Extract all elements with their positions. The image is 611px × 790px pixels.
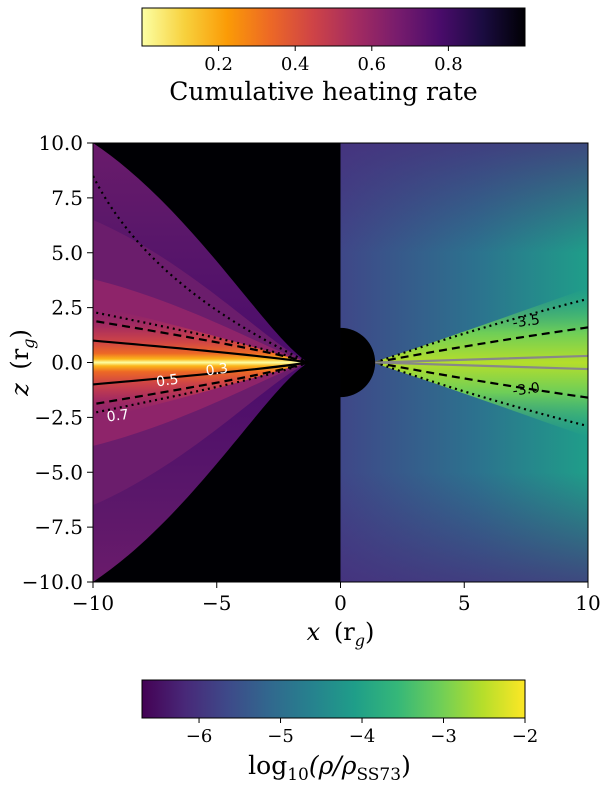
y-axis-label-sub: g — [19, 338, 38, 348]
x-tick-label: −10 — [72, 591, 114, 615]
y-tick-label: 10.0 — [38, 131, 83, 155]
colorbar-bottom-tick-label: −4 — [349, 726, 376, 747]
y-tick-label: 7.5 — [51, 186, 83, 210]
colorbar-bottom-gradient — [141, 679, 526, 719]
right-contour-dotted-upper — [374, 297, 588, 364]
x-tick-label: −5 — [202, 591, 231, 615]
y-tick-label: −5.0 — [34, 460, 83, 484]
right-contour-solid-gray-lower — [375, 361, 588, 371]
y-tick-label: 5.0 — [51, 241, 83, 265]
left-contour-dotted-outer — [93, 175, 309, 364]
right-contours — [374, 297, 588, 428]
colorbar-top: 0.2 0.4 0.6 0.8 Cumulative heating rate — [141, 7, 526, 106]
colorbar-bottom-label-sub2: SS73 — [356, 765, 401, 785]
y-tick-label: 0.0 — [51, 351, 83, 375]
x-axis-label-unit: (r — [334, 618, 355, 646]
x-axis-label-close: ) — [365, 618, 374, 646]
x-axis-label: x (rg) — [307, 618, 375, 650]
colorbar-bottom-label-body: (ρ/ρ — [309, 751, 357, 780]
left-hot-disk — [93, 305, 309, 420]
colorbar-top-tick-label: 0.8 — [434, 54, 463, 75]
colorbar-bottom-tick-label: −3 — [430, 726, 457, 747]
right-contour-dashed-upper — [374, 326, 588, 364]
y-axis-label-unit: (r — [6, 348, 34, 369]
contour-label-2: 0.7 — [106, 407, 130, 426]
colorbar-top-tick-label: 0.2 — [204, 54, 233, 75]
y-axis-label-close: ) — [6, 329, 34, 338]
x-axis-label-var: x — [307, 618, 321, 646]
left-contour-solid-lower — [93, 361, 309, 386]
right-contour-solid-gray-upper — [375, 354, 588, 364]
y-tick-label: 2.5 — [51, 296, 83, 320]
x-axis-ticks: −10 −5 0 5 10 — [72, 582, 601, 615]
x-tick-label: 0 — [334, 591, 347, 615]
colorbar-bottom-tick-label: −5 — [267, 726, 294, 747]
right-dense-disk — [372, 287, 588, 438]
left-contour-solid-upper — [93, 339, 309, 364]
y-axis-label: z (rg) — [6, 329, 38, 397]
colorbar-bottom-label-sub: 10 — [287, 765, 309, 785]
colorbar-top-ticks: 0.2 0.4 0.6 0.8 — [204, 46, 463, 75]
black-hole-disk — [340, 327, 376, 398]
contour-label-1: 0.5 — [155, 372, 179, 391]
colorbar-top-tick-label: 0.6 — [357, 54, 386, 75]
x-tick-label: 5 — [458, 591, 471, 615]
colorbar-bottom-label-close: ) — [401, 751, 411, 780]
right-panel-density — [340, 143, 588, 582]
colorbar-top-tick-label: 0.4 — [281, 54, 310, 75]
x-tick-label: 10 — [575, 591, 600, 615]
colorbar-bottom: −6 −5 −4 −3 −2 log10(ρ/ρSS73) — [141, 679, 539, 785]
contour-label-3: -3.5 — [512, 312, 541, 332]
y-axis-label-var: z — [6, 383, 34, 397]
left-panel-heating-rate — [93, 143, 341, 582]
y-tick-label: −7.5 — [34, 515, 83, 539]
left-contours — [93, 175, 309, 415]
colorbar-bottom-tick-label: −6 — [186, 726, 213, 747]
right-contour-dotted-lower — [374, 361, 588, 428]
colorbar-top-label: Cumulative heating rate — [169, 77, 477, 106]
colorbar-bottom-tick-label: −2 — [512, 726, 539, 747]
x-axis-label-sub: g — [355, 631, 365, 650]
colorbar-bottom-label: log10(ρ/ρSS73) — [248, 751, 411, 785]
left-contour-dotted-lower — [93, 361, 309, 415]
left-contour-dotted-upper — [93, 310, 309, 364]
y-tick-label: −10.0 — [22, 570, 83, 594]
contour-labels: 0.3 0.5 0.7 -3.5 -3.0 — [106, 312, 541, 426]
colorbar-bottom-ticks: −6 −5 −4 −3 −2 — [186, 718, 539, 747]
colorbar-top-gradient — [141, 7, 526, 47]
colorbar-bottom-label-prefix: log — [248, 751, 287, 780]
y-tick-label: −2.5 — [34, 405, 83, 429]
plot-area: 0.3 0.5 0.7 -3.5 -3.0 −10 −5 0 5 10 10.0 7.5 5.0 2.… — [6, 131, 601, 650]
y-axis-ticks: 10.0 7.5 5.0 2.5 0.0 −2.5 −5.0 −7.5 −10.0 — [22, 131, 93, 594]
contour-label-0: 0.3 — [205, 361, 229, 380]
right-contour-dashed-lower — [374, 361, 588, 399]
contour-label-4: -3.0 — [512, 380, 541, 400]
